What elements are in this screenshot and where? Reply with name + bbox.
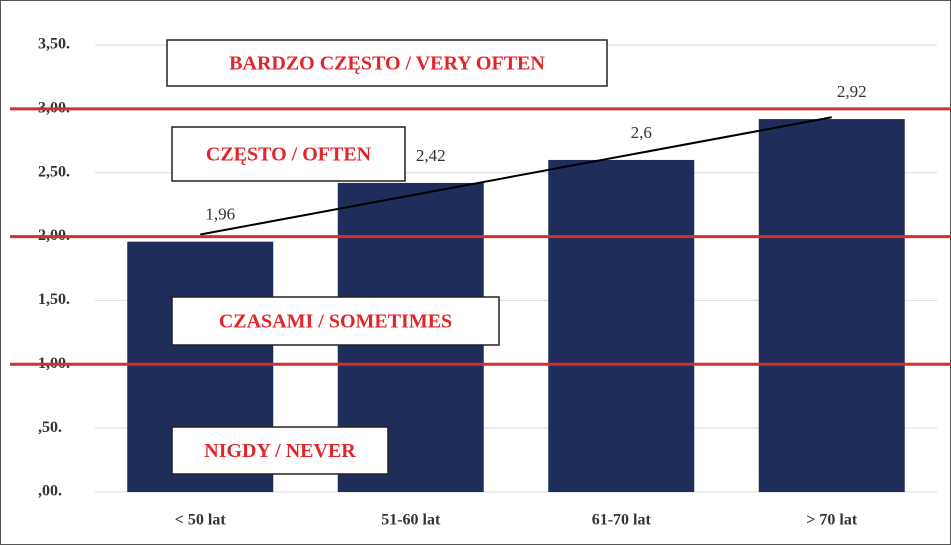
y-tick-label: ,00.	[38, 483, 62, 500]
band-label: CZĘSTO / OFTEN	[206, 144, 372, 166]
y-tick-label: ,50.	[38, 419, 62, 436]
y-tick-label: 2,50.	[38, 163, 70, 180]
bar	[758, 119, 905, 493]
band-label: NIGDY / NEVER	[204, 440, 356, 462]
y-tick-label: 3,50.	[38, 36, 70, 53]
value-label: 2,92	[837, 82, 867, 101]
value-label: 2,42	[416, 146, 446, 165]
band-label-box	[166, 39, 608, 87]
x-tick-label: > 70 lat	[806, 512, 858, 529]
bar	[548, 159, 695, 492]
x-tick-label: 51-60 lat	[381, 512, 441, 529]
band-label-box	[171, 426, 389, 475]
band-label: BARDZO CZĘSTO / VERY OFTEN	[229, 53, 545, 75]
trend-line	[200, 116, 832, 236]
y-tick-label: 1,50.	[38, 291, 70, 308]
x-tick-label: < 50 lat	[175, 512, 227, 529]
band-label: CZASAMI / SOMETIMES	[219, 311, 452, 333]
value-label: 1,96	[205, 205, 235, 224]
band-label-box	[171, 296, 500, 346]
band-label-box	[171, 126, 406, 182]
value-label: 2,6	[631, 123, 652, 142]
x-tick-label: 61-70 lat	[592, 512, 652, 529]
